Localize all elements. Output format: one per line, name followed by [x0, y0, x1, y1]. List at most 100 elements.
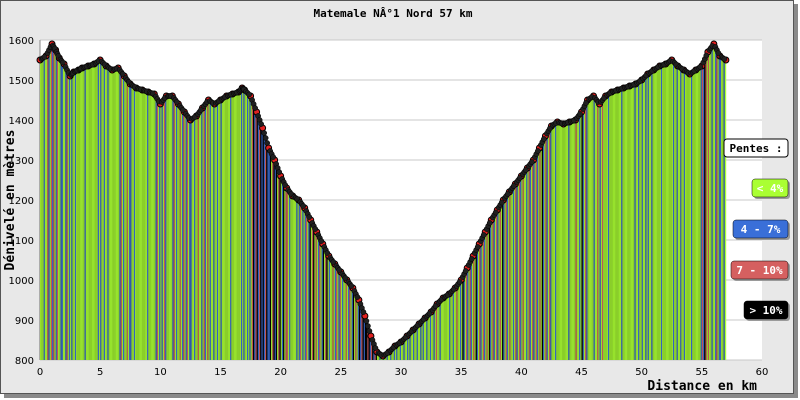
slope-bar	[144, 91, 147, 360]
slope-bar	[575, 119, 577, 360]
slope-bar	[331, 260, 333, 360]
slope-bar	[114, 69, 117, 360]
slope-bar	[332, 261, 334, 360]
slope-bar	[263, 134, 266, 360]
slope-bar	[162, 100, 165, 360]
slope-bar	[453, 288, 456, 360]
slope-bar	[126, 80, 129, 360]
slope-bar	[325, 250, 327, 360]
slope-bar	[509, 191, 511, 360]
slope-bar	[659, 65, 662, 361]
slope-bar	[188, 117, 190, 360]
slope-bar	[143, 90, 145, 360]
slope-bar	[429, 312, 432, 360]
slope-bar	[420, 322, 422, 360]
slope-bar	[208, 100, 210, 361]
slope-bar	[169, 96, 172, 360]
profile-point	[262, 135, 269, 141]
slope-bar	[198, 112, 201, 360]
slope-bar	[236, 92, 238, 360]
slope-bar	[201, 108, 203, 360]
slope-bar	[529, 164, 532, 360]
slope-bar	[490, 221, 492, 360]
slope-bar	[514, 184, 516, 360]
slope-bar	[674, 63, 676, 360]
slope-bar	[255, 110, 257, 361]
slope-bar	[390, 350, 392, 360]
slope-bar	[314, 228, 316, 360]
slope-bar	[715, 47, 717, 360]
slope-bar	[713, 45, 716, 360]
slope-bar	[262, 130, 265, 360]
slope-bar	[692, 72, 694, 360]
slope-bar	[94, 63, 96, 360]
slope-bar	[149, 92, 152, 360]
slope-bar	[161, 101, 164, 360]
slope-bar	[588, 98, 591, 361]
slope-bar	[403, 339, 405, 360]
slope-bar	[344, 277, 346, 360]
profile-point	[363, 318, 370, 324]
slope-bar	[404, 337, 407, 360]
slope-bar	[184, 112, 186, 360]
slope-bar	[141, 89, 143, 361]
slope-bar	[67, 72, 70, 361]
slope-bar	[568, 122, 570, 360]
slope-bar	[84, 67, 87, 360]
legend-label: 7 - 10%	[736, 264, 783, 277]
slope-bar	[97, 61, 100, 360]
slope-bar	[440, 299, 443, 360]
slope-bar	[417, 324, 420, 360]
slope-bar	[221, 98, 224, 361]
slope-bar	[482, 235, 485, 360]
slope-bar	[207, 100, 209, 361]
slope-bar	[565, 123, 568, 360]
slope-bar	[280, 177, 283, 360]
slope-bar	[653, 69, 656, 360]
y-tick-label: 1100	[9, 236, 34, 247]
slope-bar	[370, 337, 373, 360]
y-tick-label: 1400	[9, 116, 34, 127]
x-tick-label: 15	[214, 367, 227, 378]
slope-bar	[216, 102, 219, 360]
slope-bar	[476, 247, 479, 360]
slope-bar	[157, 101, 160, 360]
slope-bar	[398, 343, 401, 360]
slope-bar	[101, 61, 103, 361]
slope-bar	[215, 102, 218, 361]
slope-bar	[468, 264, 470, 360]
slope-bar	[563, 123, 565, 360]
slope-bar	[634, 84, 636, 360]
slope-bar	[319, 238, 321, 360]
slope-bar	[526, 168, 528, 360]
slope-bar	[583, 106, 586, 360]
slope-bar	[248, 94, 250, 360]
slope-bar	[357, 298, 360, 360]
slope-bar	[657, 67, 659, 360]
slope-bar	[721, 57, 723, 360]
slope-bar	[367, 326, 369, 360]
slope-bar	[650, 72, 652, 360]
slope-bar	[285, 186, 287, 360]
slope-bar	[624, 87, 627, 361]
slope-bar	[642, 78, 645, 360]
slope-bar	[79, 69, 82, 360]
slope-bar	[103, 64, 106, 360]
slope-bar	[68, 74, 71, 361]
slope-bar	[90, 65, 93, 360]
slope-bar	[645, 75, 647, 361]
slope-bar	[151, 93, 154, 361]
slope-bar	[313, 226, 315, 360]
slope-bar	[53, 47, 55, 360]
slope-bar	[464, 271, 467, 360]
legend-swatch	[743, 300, 789, 320]
slope-bar	[62, 63, 65, 360]
slope-bar	[156, 99, 159, 360]
slope-bar	[327, 254, 330, 360]
slope-bar	[425, 317, 427, 360]
slope-bar	[121, 73, 124, 360]
slope-bar	[522, 173, 525, 360]
slope-bar	[202, 107, 204, 360]
slope-bar	[342, 274, 344, 360]
slope-bar	[497, 209, 499, 360]
